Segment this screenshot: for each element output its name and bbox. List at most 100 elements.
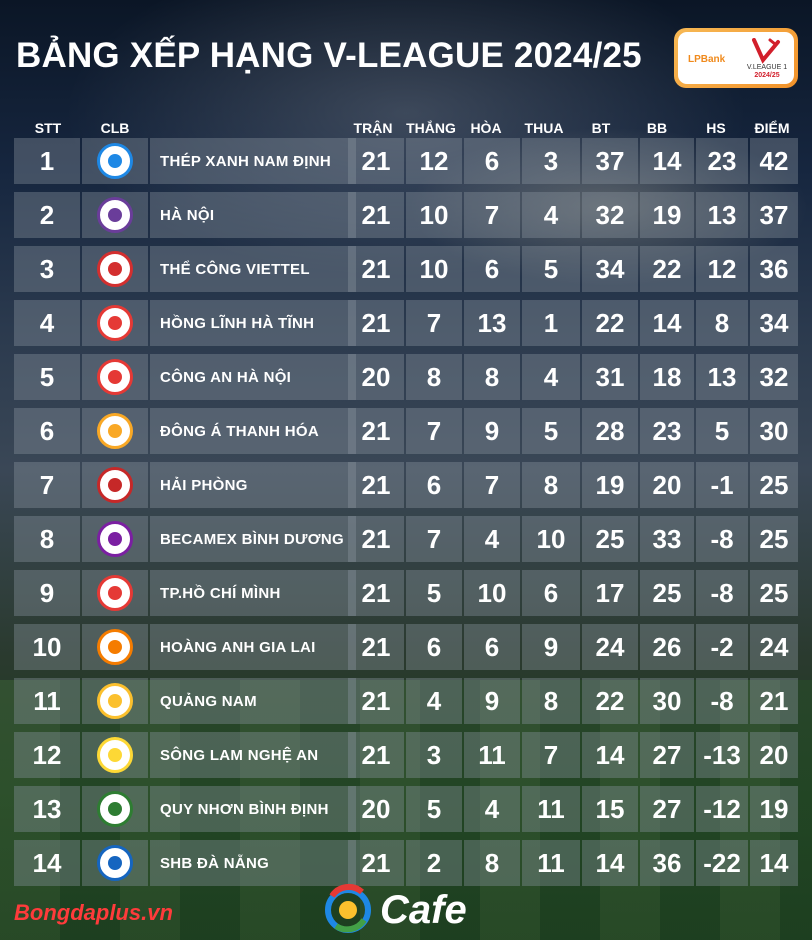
table-row: 4 HỒNG LĨNH HÀ TĨNH 21 7 13 1 22 14 8 34: [14, 300, 798, 346]
goals-for: 32: [582, 192, 638, 238]
header-played: TRẬN: [353, 120, 393, 136]
table-row: 14 SHB ĐÀ NẴNG 21 2 8 11 14 36 -22 14: [14, 840, 798, 886]
won: 5: [406, 786, 462, 832]
team-name: TP.HỒ CHÍ MÌNH: [150, 570, 356, 616]
header-clb: CLB: [100, 120, 130, 136]
header-stt: STT: [34, 120, 62, 136]
table-row: 8 BECAMEX BÌNH DƯƠNG 21 7 4 10 25 33 -8 25: [14, 516, 798, 562]
goal-difference: 8: [696, 300, 748, 346]
goals-for: 31: [582, 354, 638, 400]
goals-against: 14: [640, 138, 694, 184]
header-won: THẮNG: [406, 120, 456, 136]
thanh-hoa-logo-icon: [97, 413, 133, 449]
lost: 11: [522, 840, 580, 886]
goal-difference: 23: [696, 138, 748, 184]
drawn: 13: [464, 300, 520, 346]
goals-for: 24: [582, 624, 638, 670]
page-title: BẢNG XẾP HẠNG V-LEAGUE 2024/25: [16, 36, 642, 75]
drawn: 9: [464, 678, 520, 724]
won: 7: [406, 516, 462, 562]
logo-emblem: [108, 208, 122, 222]
table-row: 10 HOÀNG ANH GIA LAI 21 6 6 9 24 26 -2 24: [14, 624, 798, 670]
drawn: 4: [464, 516, 520, 562]
points: 20: [750, 732, 798, 778]
lost: 8: [522, 678, 580, 724]
league-name: V.LEAGUE 1: [746, 64, 788, 71]
drawn: 6: [464, 246, 520, 292]
goals-for: 34: [582, 246, 638, 292]
team-name: BECAMEX BÌNH DƯƠNG: [150, 516, 356, 562]
goal-difference: -8: [696, 678, 748, 724]
table-row: 5 CÔNG AN HÀ NỘI 20 8 8 4 31 18 13 32: [14, 354, 798, 400]
table-row: 13 QUY NHƠN BÌNH ĐỊNH 20 5 4 11 15 27 -12 19: [14, 786, 798, 832]
won: 10: [406, 246, 462, 292]
sponsor-label: LPBank: [688, 54, 726, 65]
goal-difference: 5: [696, 408, 748, 454]
goals-for: 17: [582, 570, 638, 616]
rank: 12: [14, 732, 80, 778]
played: 20: [348, 354, 404, 400]
won: 7: [406, 300, 462, 346]
lost: 5: [522, 408, 580, 454]
cafe-watermark: Cafe: [318, 880, 518, 936]
lost: 1: [522, 300, 580, 346]
team-logo-cell: [82, 408, 148, 454]
da-nang-logo-icon: [97, 845, 133, 881]
goals-for: 22: [582, 300, 638, 346]
goals-against: 26: [640, 624, 694, 670]
played: 21: [348, 138, 404, 184]
ha-noi-logo-icon: [97, 197, 133, 233]
logo-emblem: [108, 316, 122, 330]
logo-emblem: [108, 532, 122, 546]
team-logo-cell: [82, 138, 148, 184]
goal-difference: -1: [696, 462, 748, 508]
goals-against: 20: [640, 462, 694, 508]
team-logo-cell: [82, 840, 148, 886]
goals-against: 30: [640, 678, 694, 724]
table-row: 3 THỂ CÔNG VIETTEL 21 10 6 5 34 22 12 36: [14, 246, 798, 292]
drawn: 9: [464, 408, 520, 454]
goal-difference: -8: [696, 570, 748, 616]
played: 21: [348, 408, 404, 454]
vleague-logo-icon: [752, 38, 780, 64]
points: 19: [750, 786, 798, 832]
lost: 11: [522, 786, 580, 832]
points: 30: [750, 408, 798, 454]
points: 24: [750, 624, 798, 670]
played: 21: [348, 246, 404, 292]
rank: 10: [14, 624, 80, 670]
drawn: 10: [464, 570, 520, 616]
team-logo-cell: [82, 462, 148, 508]
points: 42: [750, 138, 798, 184]
rank: 8: [14, 516, 80, 562]
points: 21: [750, 678, 798, 724]
goals-against: 25: [640, 570, 694, 616]
team-logo-cell: [82, 786, 148, 832]
lost: 8: [522, 462, 580, 508]
nam-dinh-logo-icon: [97, 143, 133, 179]
rank: 7: [14, 462, 80, 508]
won: 8: [406, 354, 462, 400]
points: 25: [750, 462, 798, 508]
team-logo-cell: [82, 732, 148, 778]
logo-emblem: [108, 748, 122, 762]
team-logo-cell: [82, 300, 148, 346]
played: 21: [348, 624, 404, 670]
binh-dinh-logo-icon: [97, 791, 133, 827]
cong-an-logo-icon: [97, 359, 133, 395]
rank: 3: [14, 246, 80, 292]
drawn: 7: [464, 192, 520, 238]
lost: 4: [522, 192, 580, 238]
goals-against: 23: [640, 408, 694, 454]
points: 25: [750, 516, 798, 562]
goals-against: 19: [640, 192, 694, 238]
goal-difference: -13: [696, 732, 748, 778]
team-logo-cell: [82, 678, 148, 724]
played: 21: [348, 840, 404, 886]
drawn: 6: [464, 138, 520, 184]
team-logo-cell: [82, 516, 148, 562]
team-name: THỂ CÔNG VIETTEL: [150, 246, 356, 292]
table-row: 7 HẢI PHÒNG 21 6 7 8 19 20 -1 25: [14, 462, 798, 508]
team-name: QUY NHƠN BÌNH ĐỊNH: [150, 786, 356, 832]
won: 6: [406, 462, 462, 508]
